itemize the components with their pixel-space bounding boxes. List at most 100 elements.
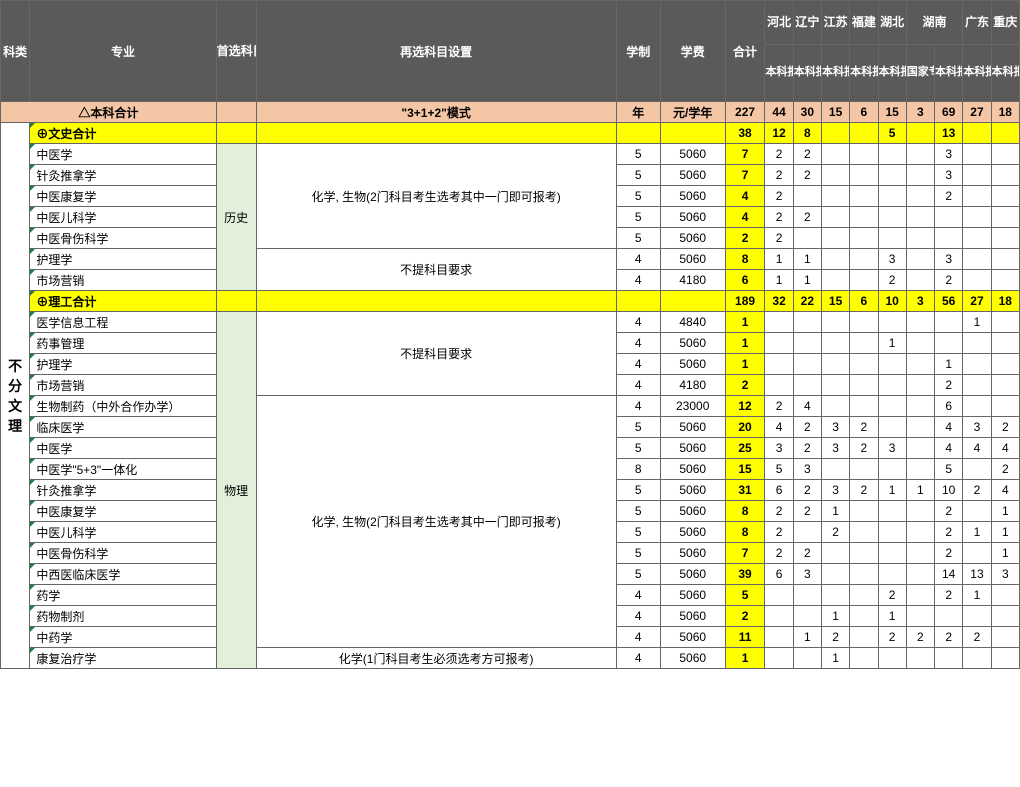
cell: 4 bbox=[616, 648, 660, 669]
th-prov-5: 湖南 bbox=[906, 1, 963, 45]
cell: 1 bbox=[821, 648, 849, 669]
cell: 44 bbox=[765, 102, 793, 123]
cell bbox=[878, 648, 906, 669]
cell: 5 bbox=[616, 522, 660, 543]
cell bbox=[991, 375, 1019, 396]
cell: ⊕理工合计 bbox=[30, 291, 216, 312]
cell bbox=[256, 291, 616, 312]
th-souxuan: 首选科目设置 bbox=[216, 1, 256, 102]
cell bbox=[906, 396, 934, 417]
cell bbox=[821, 333, 849, 354]
cell: 1 bbox=[878, 480, 906, 501]
cell: 1 bbox=[963, 312, 991, 333]
th-sub-7: 本科批 bbox=[963, 45, 991, 102]
cell: 2 bbox=[725, 606, 765, 627]
cell bbox=[991, 270, 1019, 291]
cell bbox=[906, 648, 934, 669]
cell: 1 bbox=[991, 501, 1019, 522]
cell-zaixuan: 不提科目要求 bbox=[256, 312, 616, 396]
cell: 2 bbox=[765, 228, 793, 249]
th-kelei: 科类 bbox=[1, 1, 30, 102]
cell: 1 bbox=[878, 606, 906, 627]
cell bbox=[765, 312, 793, 333]
cell: ⊕文史合计 bbox=[30, 123, 216, 144]
cell bbox=[821, 585, 849, 606]
cell bbox=[878, 522, 906, 543]
cell: 5060 bbox=[660, 438, 725, 459]
th-zhuanye: 专业 bbox=[30, 1, 216, 102]
row-wenshi-heji: 不分文理 ⊕文史合计 38128513 bbox=[1, 123, 1020, 144]
cell: 15 bbox=[821, 291, 849, 312]
cell: 2 bbox=[765, 186, 793, 207]
cell bbox=[963, 648, 991, 669]
cell bbox=[850, 648, 878, 669]
cell: 2 bbox=[765, 501, 793, 522]
table-header: 科类 专业 首选科目设置 再选科目设置 学制 学费 合计 河北 辽宁 江苏 福建… bbox=[1, 1, 1020, 102]
th-sub-5: 国家专项 bbox=[906, 45, 934, 102]
cell-major: 针灸推拿学 bbox=[30, 480, 216, 501]
cell bbox=[935, 312, 963, 333]
cell bbox=[821, 543, 849, 564]
cell bbox=[821, 354, 849, 375]
cell bbox=[256, 123, 616, 144]
cell: 2 bbox=[793, 480, 821, 501]
cell: 5060 bbox=[660, 165, 725, 186]
cell bbox=[878, 459, 906, 480]
cell bbox=[878, 312, 906, 333]
cell: 7 bbox=[725, 543, 765, 564]
cell: 4 bbox=[765, 417, 793, 438]
cell bbox=[616, 123, 660, 144]
cell bbox=[765, 627, 793, 648]
cell: 2 bbox=[991, 459, 1019, 480]
cell-zaixuan: 化学, 生物(2门科目考生选考其中一门即可报考) bbox=[256, 144, 616, 249]
cell: 27 bbox=[963, 291, 991, 312]
row-ligong: 医学信息工程 物理 不提科目要求 4484011 bbox=[1, 312, 1020, 333]
cell bbox=[963, 354, 991, 375]
th-sub-8: 本科批 bbox=[991, 45, 1019, 102]
cell-major: 中医学 bbox=[30, 438, 216, 459]
cell: 69 bbox=[935, 102, 963, 123]
row-benke-heji: △本科合计 "3+1+2"模式 年元/学年 227443015615369271… bbox=[1, 102, 1020, 123]
cell bbox=[850, 627, 878, 648]
cell: 5 bbox=[616, 438, 660, 459]
cell: 3 bbox=[793, 459, 821, 480]
cell: 2 bbox=[878, 627, 906, 648]
cell: 5060 bbox=[660, 606, 725, 627]
cell bbox=[850, 585, 878, 606]
cell-major: 临床医学 bbox=[30, 417, 216, 438]
th-prov-7: 重庆 bbox=[991, 1, 1019, 45]
cell: 3 bbox=[878, 438, 906, 459]
cell: 5060 bbox=[660, 480, 725, 501]
cell: 2 bbox=[765, 522, 793, 543]
cell bbox=[793, 585, 821, 606]
cell bbox=[793, 186, 821, 207]
cell: 14 bbox=[935, 564, 963, 585]
cell bbox=[821, 564, 849, 585]
cell bbox=[991, 123, 1019, 144]
th-sub-2: 本科批 bbox=[821, 45, 849, 102]
cell: 4 bbox=[935, 417, 963, 438]
cell: 39 bbox=[725, 564, 765, 585]
th-prov-2: 江苏 bbox=[821, 1, 849, 45]
cell bbox=[878, 564, 906, 585]
cell: 1 bbox=[793, 270, 821, 291]
cell: 4 bbox=[616, 270, 660, 291]
cell: 38 bbox=[725, 123, 765, 144]
cell: 5060 bbox=[660, 501, 725, 522]
cell bbox=[906, 312, 934, 333]
cell: 8 bbox=[725, 249, 765, 270]
cell: 1 bbox=[765, 270, 793, 291]
cell bbox=[906, 522, 934, 543]
cell: 4 bbox=[616, 354, 660, 375]
cell bbox=[991, 186, 1019, 207]
cell bbox=[991, 396, 1019, 417]
cell bbox=[850, 396, 878, 417]
cell bbox=[821, 459, 849, 480]
cell: 2 bbox=[878, 585, 906, 606]
cell bbox=[963, 333, 991, 354]
cell: 5 bbox=[616, 165, 660, 186]
cell: 2 bbox=[906, 627, 934, 648]
cell bbox=[793, 333, 821, 354]
cell: 1 bbox=[821, 501, 849, 522]
cell bbox=[991, 207, 1019, 228]
